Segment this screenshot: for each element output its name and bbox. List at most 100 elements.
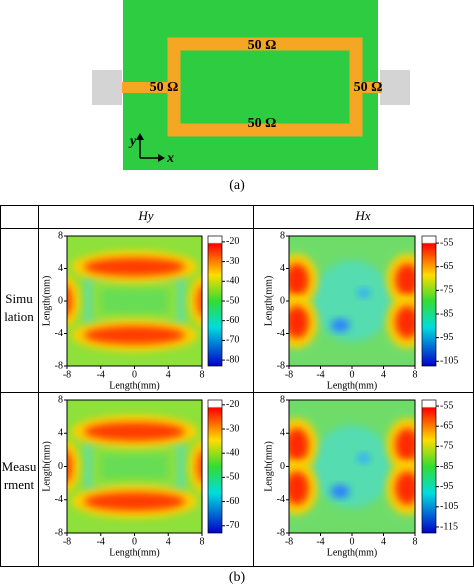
axis-label: y bbox=[128, 134, 137, 149]
x-tick-label: 0 bbox=[132, 536, 137, 547]
x-tick-label: -4 bbox=[316, 536, 324, 547]
colorbar-tick-label: -105 bbox=[440, 501, 458, 512]
field-pattern bbox=[100, 288, 169, 314]
arrow-head bbox=[136, 133, 144, 140]
field-pattern bbox=[67, 275, 80, 327]
field-pattern bbox=[189, 275, 202, 327]
feed-line bbox=[356, 82, 382, 93]
y-tick-label: 8 bbox=[58, 230, 63, 241]
colorbar-tick-label: -95 bbox=[440, 481, 453, 492]
colorbar-tick-label: -40 bbox=[226, 447, 239, 458]
row-label: Measu bbox=[2, 459, 37, 474]
field-pattern bbox=[289, 305, 309, 339]
y-tick-label: 8 bbox=[280, 394, 285, 405]
field-pattern bbox=[196, 285, 202, 317]
field-pattern bbox=[189, 440, 202, 493]
row-label: lation bbox=[4, 309, 34, 324]
impedance-label: 50 Ω bbox=[248, 116, 277, 131]
field-pattern bbox=[67, 440, 80, 493]
colorbar-tick-label: -60 bbox=[226, 315, 239, 326]
y-tick-label: -8 bbox=[55, 360, 63, 371]
y-axis-label: Length(mm) bbox=[41, 441, 52, 492]
field-pattern bbox=[196, 450, 202, 483]
x-tick-label: -4 bbox=[316, 369, 324, 380]
field-pattern bbox=[312, 424, 392, 509]
ring bbox=[167, 37, 363, 137]
colorbar-tick-label: -30 bbox=[226, 256, 239, 267]
impedance-label: 50 Ω bbox=[248, 38, 277, 53]
field-pattern bbox=[100, 454, 169, 479]
field-map bbox=[289, 236, 415, 366]
y-tick-label: -8 bbox=[277, 360, 285, 371]
y-tick-label: -4 bbox=[55, 494, 63, 505]
x-tick-label: 0 bbox=[350, 369, 355, 380]
y-tick-label: -8 bbox=[55, 527, 63, 538]
colorbar-tick-label: -60 bbox=[226, 496, 239, 507]
table-frame bbox=[0, 205, 474, 567]
field-pattern bbox=[289, 471, 309, 505]
x-axis-label: Length(mm) bbox=[109, 380, 160, 391]
y-axis-label: Length(mm) bbox=[41, 276, 52, 327]
y-tick-label: -4 bbox=[55, 328, 63, 339]
colorbar bbox=[421, 235, 437, 367]
x-axis-label: Length(mm) bbox=[109, 547, 160, 558]
feed-line bbox=[122, 82, 170, 93]
colorbar-tick-label: -55 bbox=[440, 237, 453, 248]
field-pattern bbox=[67, 450, 73, 483]
impedance-label: 50 Ω bbox=[150, 80, 179, 95]
field-pattern bbox=[289, 428, 309, 462]
colorbar-tick-label: -55 bbox=[440, 400, 453, 411]
x-tick-label: -8 bbox=[63, 536, 71, 547]
colorbar-tick-label: -40 bbox=[226, 276, 239, 287]
y-tick-label: 4 bbox=[280, 263, 285, 274]
arrow-head bbox=[158, 154, 165, 162]
colorbar bbox=[207, 399, 223, 534]
x-tick-label: -8 bbox=[63, 369, 71, 380]
y-axis-label: Length(mm) bbox=[263, 441, 274, 492]
field-pattern bbox=[330, 318, 350, 332]
colorbar-tick-label: -65 bbox=[440, 420, 453, 431]
row-label: Simu bbox=[5, 291, 33, 306]
caption: (b) bbox=[229, 570, 246, 585]
colorbar-tick-label: -85 bbox=[440, 461, 453, 472]
colorbar-tick-label: -20 bbox=[226, 399, 239, 410]
field-map bbox=[289, 400, 415, 533]
y-tick-label: -8 bbox=[277, 527, 285, 538]
field-pattern bbox=[395, 428, 415, 462]
colorbar-tick-label: -105 bbox=[440, 356, 458, 367]
field-pattern bbox=[312, 260, 392, 342]
axis-label: x bbox=[166, 151, 174, 166]
x-tick-label: 8 bbox=[200, 536, 205, 547]
x-tick-label: 8 bbox=[413, 369, 418, 380]
column-header: Hy bbox=[137, 208, 153, 223]
colorbar-tick-label: -80 bbox=[226, 354, 239, 365]
field-map bbox=[67, 236, 202, 366]
colorbar-tick-label: -65 bbox=[440, 261, 453, 272]
field-map bbox=[67, 400, 202, 533]
x-tick-label: 0 bbox=[132, 369, 137, 380]
x-tick-label: -8 bbox=[285, 369, 293, 380]
x-tick-label: 4 bbox=[381, 369, 386, 380]
x-tick-label: -4 bbox=[97, 369, 105, 380]
column-header: Hx bbox=[354, 208, 370, 223]
field-pattern bbox=[67, 285, 73, 317]
field-pattern bbox=[357, 288, 371, 298]
field-pattern bbox=[357, 453, 371, 464]
field-pattern bbox=[395, 263, 415, 297]
colorbar-tick-label: -95 bbox=[440, 332, 453, 343]
field-pattern bbox=[83, 492, 186, 511]
connector bbox=[92, 70, 122, 105]
y-tick-label: 0 bbox=[280, 295, 285, 306]
x-tick-label: 4 bbox=[166, 369, 171, 380]
y-tick-label: 0 bbox=[280, 461, 285, 472]
connector bbox=[380, 70, 410, 105]
colorbar bbox=[207, 235, 223, 367]
colorbar-tick-label: -70 bbox=[226, 335, 239, 346]
colorbar-tick-label: -75 bbox=[440, 285, 453, 296]
y-tick-label: 8 bbox=[280, 230, 285, 241]
x-axis-label: Length(mm) bbox=[327, 380, 378, 391]
x-tick-label: 8 bbox=[413, 536, 418, 547]
x-tick-label: 8 bbox=[200, 369, 205, 380]
